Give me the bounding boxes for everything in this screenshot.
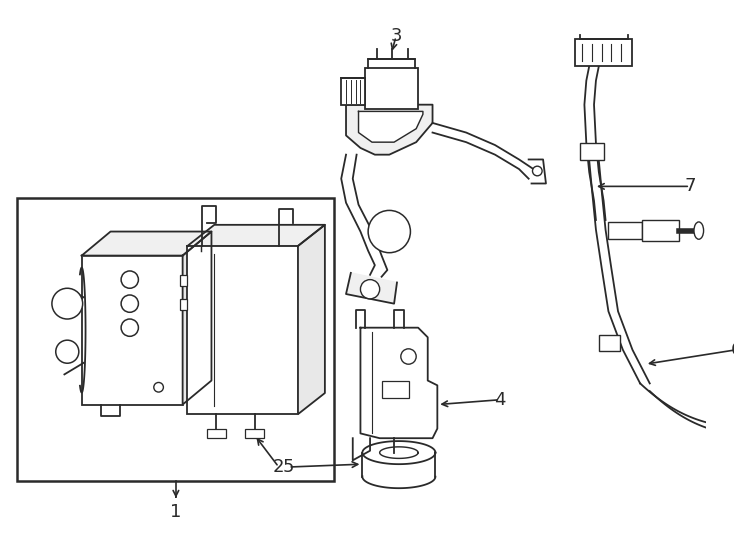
Bar <box>599 335 620 351</box>
Polygon shape <box>358 111 423 142</box>
Bar <box>187 246 298 414</box>
Text: 5: 5 <box>283 458 294 476</box>
Polygon shape <box>360 328 437 438</box>
Bar <box>180 275 187 286</box>
Bar <box>180 299 187 310</box>
Ellipse shape <box>694 222 704 239</box>
Polygon shape <box>81 232 211 255</box>
Circle shape <box>121 319 139 336</box>
Polygon shape <box>346 105 432 154</box>
Circle shape <box>121 295 139 312</box>
Text: 4: 4 <box>494 391 506 409</box>
Bar <box>245 429 264 438</box>
Circle shape <box>368 211 410 253</box>
Circle shape <box>532 166 542 176</box>
Circle shape <box>121 271 139 288</box>
Bar <box>382 381 409 398</box>
Circle shape <box>401 349 416 364</box>
Polygon shape <box>346 273 397 303</box>
Text: 2: 2 <box>273 458 285 476</box>
Bar <box>341 78 366 105</box>
Polygon shape <box>298 225 325 414</box>
Polygon shape <box>187 225 325 246</box>
Bar <box>18 198 335 482</box>
Circle shape <box>56 340 79 363</box>
Bar <box>81 255 183 404</box>
Bar <box>366 68 418 109</box>
Text: 7: 7 <box>684 177 696 195</box>
Text: 6: 6 <box>730 341 734 359</box>
Bar <box>608 222 642 239</box>
Text: 3: 3 <box>390 28 401 45</box>
Polygon shape <box>183 232 211 404</box>
Bar <box>575 39 633 66</box>
Circle shape <box>360 280 379 299</box>
Text: 1: 1 <box>170 503 181 521</box>
Circle shape <box>154 382 164 392</box>
Bar <box>642 220 679 241</box>
Circle shape <box>52 288 83 319</box>
Bar <box>580 143 603 160</box>
Bar <box>207 429 226 438</box>
